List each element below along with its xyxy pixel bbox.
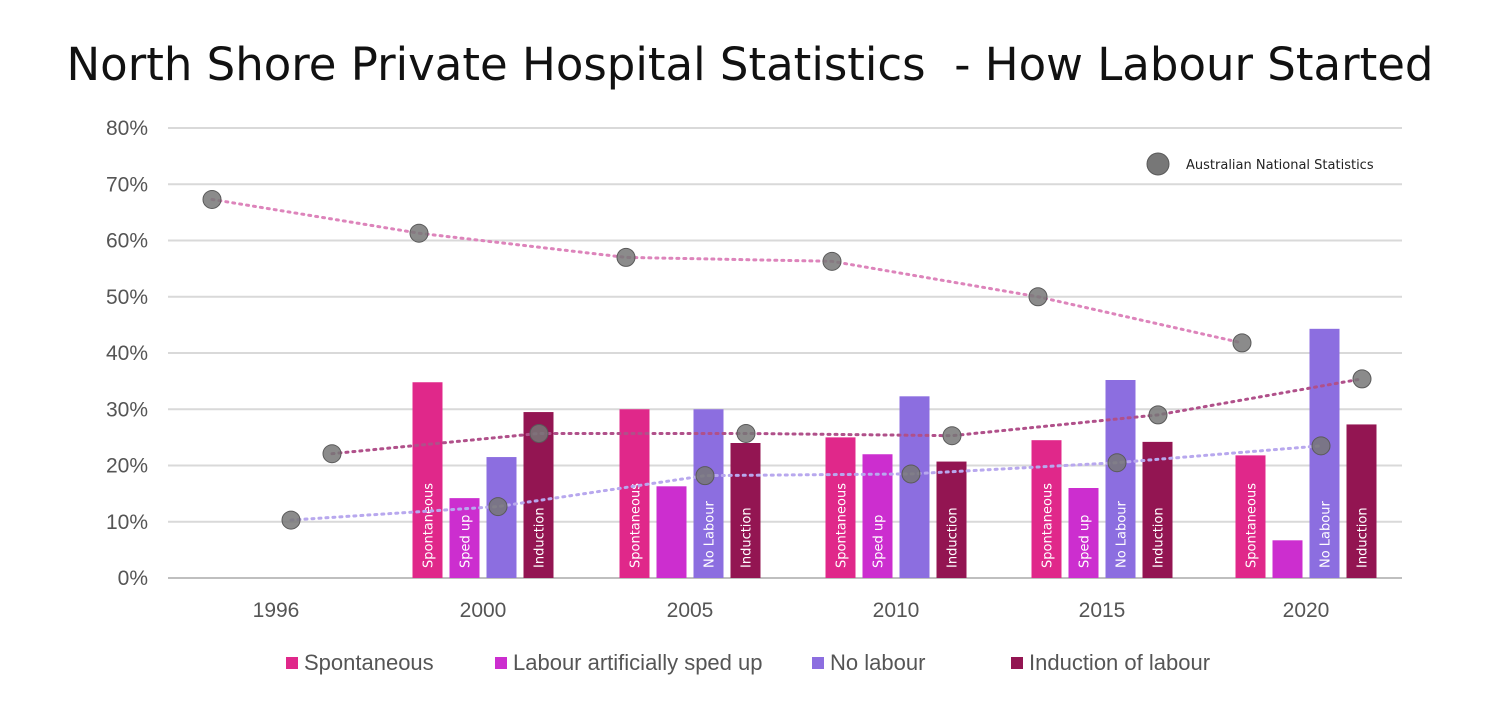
national-point [1232,333,1252,353]
national-line [289,444,1323,522]
bar-label: Sped up [1078,515,1093,568]
bar [825,437,856,578]
national-point [1311,436,1331,456]
x-tick-label: 1996 [253,599,300,622]
x-tick-label: 2010 [873,599,920,622]
national-point [1107,453,1127,473]
legend-label: No labour [830,650,925,675]
legend-label: Induction of labour [1029,650,1210,675]
bar-label: Spontaneous [835,483,850,568]
bar [1346,424,1377,578]
bar [1272,540,1303,578]
y-tick-label: 0% [118,567,148,590]
x-tick-label: 2015 [1079,599,1126,622]
y-tick-label: 30% [106,398,148,421]
national-point [322,444,342,464]
bar-label: No Labour [1319,501,1334,568]
legend-swatch [495,657,507,669]
national-point [901,464,921,484]
x-tick-label: 2000 [460,599,507,622]
bar-label: Spontaneous [629,483,644,568]
bar [1105,380,1136,578]
x-tick-label: 2020 [1283,599,1330,622]
national-lines [202,189,1372,530]
legend: Spontaneous Labour artificially sped up No… [286,650,1210,675]
x-tick-label: 2005 [667,599,714,622]
chart-title: North Shore Private Hospital Statistics … [66,38,1434,91]
y-tick-label: 40% [106,342,148,365]
y-tick-label: 50% [106,286,148,309]
bar-label: Induction [1152,507,1167,568]
y-tick-label: 80% [106,117,148,140]
national-line [210,197,1244,345]
y-tick-label: 10% [106,511,148,534]
bar-label: Sped up [459,515,474,568]
bar-label: No Labour [1115,501,1130,568]
national-point [822,251,842,271]
bar [730,443,761,578]
national-point [488,497,508,517]
bar [486,457,517,578]
bar-label: No Labour [703,501,718,568]
bar [1031,440,1062,578]
legend-swatch [812,657,824,669]
bar [899,396,930,578]
national-legend-marker [1146,152,1170,176]
national-stats-legend: Australian National Statistics [1146,152,1374,176]
legend-swatch [1011,657,1023,669]
bar-label: Spontaneous [1041,483,1056,568]
legend-swatch [286,657,298,669]
national-line [330,377,1364,456]
bar-label: Induction [946,507,961,568]
bar-label: Spontaneous [422,483,437,568]
y-axis: 0% 10% 20% 30% 40% 50% 60% 70% 80% [106,117,148,590]
national-point [942,426,962,446]
bar-label: Sped up [872,515,887,568]
bar [1068,488,1099,578]
national-point [1028,287,1048,307]
national-point [736,423,756,443]
national-point [1148,405,1168,425]
bar-label: Induction [533,507,548,568]
national-point [695,466,715,486]
legend-label: Labour artificially sped up [513,650,762,675]
bar [449,498,480,578]
bar-label: Induction [1356,507,1371,568]
bar [656,486,687,578]
bar [936,461,967,578]
bar-label: Induction [740,507,755,568]
y-tick-label: 60% [106,230,148,253]
national-point [1352,369,1372,389]
legend-label: Spontaneous [304,650,434,675]
bar [693,409,724,578]
y-tick-label: 70% [106,173,148,196]
national-point [616,247,636,267]
national-point [409,223,429,243]
national-point [202,189,222,209]
bar [619,409,650,578]
national-point [529,423,549,443]
national-point [281,510,301,530]
y-tick-label: 20% [106,455,148,478]
national-legend-label: Australian National Statistics [1186,158,1374,173]
gridlines [168,127,1402,579]
bar [412,382,443,578]
bar [1142,441,1173,578]
bar [1235,455,1266,578]
bar-label: Spontaneous [1245,483,1260,568]
x-axis: 1996 2000 2005 2010 2015 2020 [253,599,1330,622]
